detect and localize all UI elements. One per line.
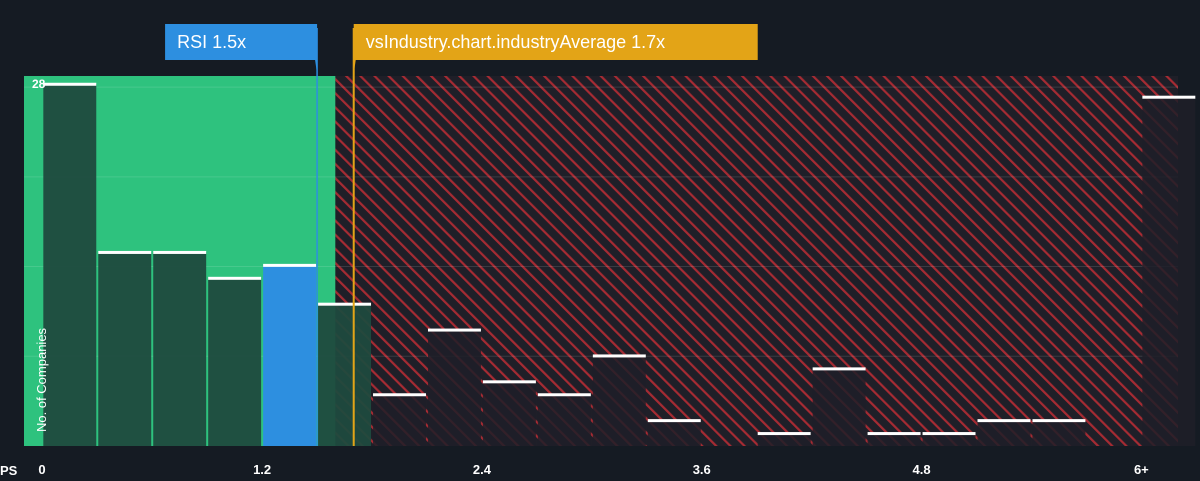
bar-top-line [757, 432, 811, 436]
bar-body [537, 394, 591, 446]
industry-label: vsIndustry.chart.industryAverage 1.7x [353, 24, 758, 74]
histogram-bar [1032, 419, 1086, 446]
histogram-bar [757, 432, 811, 446]
histogram-bar [318, 302, 372, 446]
bar-top-line [263, 263, 317, 267]
bar-body [43, 83, 97, 446]
bar-top-line [1142, 95, 1196, 99]
bar-body [757, 433, 811, 446]
subject-label-box [165, 24, 318, 60]
x-tick-label: 6+ [1134, 462, 1149, 476]
bar-body [592, 355, 646, 446]
histogram-bar [537, 393, 591, 446]
bar-top-line [153, 250, 207, 254]
bar-body [867, 433, 921, 446]
bar-top-line [647, 419, 701, 423]
bar-body [812, 368, 866, 446]
bar-body [977, 420, 1031, 446]
bar-top-line [318, 302, 372, 306]
bar-top-line [98, 250, 152, 254]
histogram-bar [867, 432, 921, 446]
bar-top-line [373, 393, 426, 397]
x-axis-label: PS [0, 463, 18, 476]
histogram-bar [98, 250, 152, 446]
bar-top-line [867, 432, 921, 436]
histogram-bar [43, 82, 97, 446]
bar-top-line [427, 328, 481, 332]
bar-body [427, 329, 481, 446]
bar-top-line [537, 393, 591, 397]
bar-body [98, 251, 152, 446]
histogram-bar [263, 263, 317, 446]
x-tick-label: 0 [38, 462, 45, 476]
bar-body [482, 381, 536, 446]
histogram-bar [647, 419, 701, 446]
industry-label-box [353, 24, 758, 60]
histogram-bar [592, 354, 646, 446]
bar-body [373, 394, 426, 446]
industry-label-text: vsIndustry.chart.industryAverage 1.7x [366, 32, 665, 52]
x-tick-label: 3.6 [693, 462, 711, 476]
histogram-bar [373, 393, 426, 446]
bar-top-line [922, 432, 976, 436]
bar-top-line [977, 419, 1031, 423]
histogram-bar [1142, 95, 1196, 446]
bar-top-line [812, 367, 866, 371]
histogram-bar [153, 250, 207, 446]
histogram-bar [812, 367, 866, 446]
x-tick-label: 4.8 [913, 462, 931, 476]
bar-body [1142, 96, 1196, 446]
bar-body [208, 277, 262, 446]
subject-label: RSI 1.5x [165, 24, 318, 74]
y-axis-label: No. of Companies [34, 327, 49, 432]
bar-body [153, 251, 207, 446]
histogram-bar [208, 276, 262, 446]
y-tick-label: 28 [32, 77, 46, 91]
histogram-bar [922, 432, 976, 446]
bar-body [1032, 420, 1086, 446]
subject-label-text: RSI 1.5x [177, 32, 246, 52]
bar-body [263, 264, 317, 446]
subject-label-tail [315, 60, 318, 74]
histogram-bar [482, 380, 536, 446]
bar-top-line [208, 276, 262, 280]
bar-body [922, 433, 976, 446]
x-tick-label: 2.4 [473, 462, 492, 476]
bar-body [647, 420, 701, 446]
bar-top-line [592, 354, 646, 358]
bar-body [318, 303, 372, 446]
bar-top-line [482, 380, 536, 384]
x-tick-label: 1.2 [253, 462, 271, 476]
bar-top-line [1032, 419, 1086, 423]
industry-label-tail [353, 60, 356, 74]
histogram-bar [427, 328, 481, 446]
histogram-bar [977, 419, 1031, 446]
bar-top-line [43, 82, 97, 86]
